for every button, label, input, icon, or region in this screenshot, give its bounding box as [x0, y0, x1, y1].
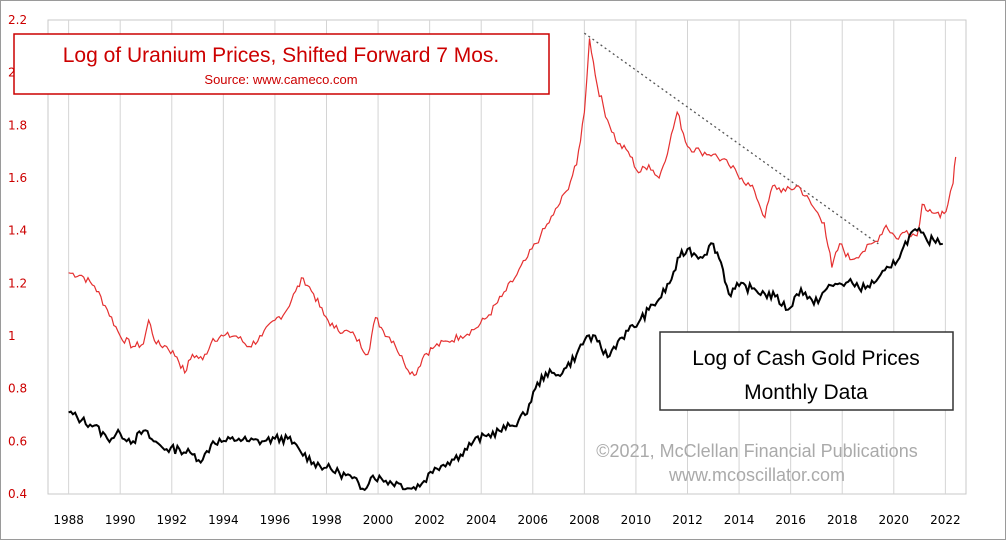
uranium-series-line	[68, 38, 957, 377]
trend-line	[583, 32, 879, 245]
x-tick-label: 2012	[672, 513, 703, 527]
gold-title-line1: Log of Cash Gold Prices	[692, 347, 920, 370]
gold-title-box: Log of Cash Gold Prices Monthly Data	[659, 331, 954, 411]
y-tick-label: 1.6	[8, 171, 27, 185]
plot-area	[47, 19, 967, 495]
x-tick-label: 2016	[775, 513, 806, 527]
y-tick-label: 2	[8, 66, 16, 80]
gold-series-line	[68, 226, 943, 492]
y-axis-ticks: 0.4 0.6 0.8 1 1.2 1.4 1.6 1.8 2 2.2	[8, 13, 27, 501]
y-tick-label: 1	[8, 329, 16, 343]
x-tick-label: 2018	[827, 513, 858, 527]
x-tick-label: 2002	[414, 513, 445, 527]
x-tick-label: 2000	[363, 513, 394, 527]
x-axis-ticks: 1988 1990 1992 1994 1996 1998 2000 2002 2004 2006…	[53, 513, 960, 527]
uranium-title: Log of Uranium Prices, Shifted Forward 7…	[63, 44, 500, 67]
x-tick-label: 2004	[466, 513, 497, 527]
gold-title-line2: Monthly Data	[744, 381, 868, 404]
x-tick-label: 2006	[518, 513, 549, 527]
x-tick-label: 2022	[930, 513, 961, 527]
uranium-title-box: Log of Uranium Prices, Shifted Forward 7…	[13, 33, 550, 95]
uranium-source: Source: www.cameco.com	[204, 72, 357, 87]
y-tick-label: 0.8	[8, 382, 27, 396]
y-tick-label: 0.6	[8, 434, 27, 448]
x-tick-label: 1994	[208, 513, 239, 527]
y-tick-label: 0.4	[8, 487, 27, 501]
x-tick-label: 2020	[879, 513, 910, 527]
grid-lines	[68, 20, 946, 494]
y-tick-label: 2.2	[8, 13, 27, 27]
x-tick-label: 1996	[260, 513, 291, 527]
website-line: www.mcoscillator.com	[668, 465, 845, 485]
x-tick-label: 2008	[569, 513, 600, 527]
x-tick-label: 2014	[724, 513, 755, 527]
copyright-line: ©2021, McClellan Financial Publications	[596, 441, 917, 461]
x-tick-label: 1990	[105, 513, 136, 527]
x-tick-label: 1992	[157, 513, 188, 527]
y-tick-label: 1.4	[8, 224, 27, 238]
y-tick-label: 1.8	[8, 118, 27, 132]
x-tick-label: 1998	[311, 513, 342, 527]
y-tick-label: 1.2	[8, 276, 27, 290]
x-tick-label: 1988	[53, 513, 84, 527]
x-tick-label: 2010	[621, 513, 652, 527]
